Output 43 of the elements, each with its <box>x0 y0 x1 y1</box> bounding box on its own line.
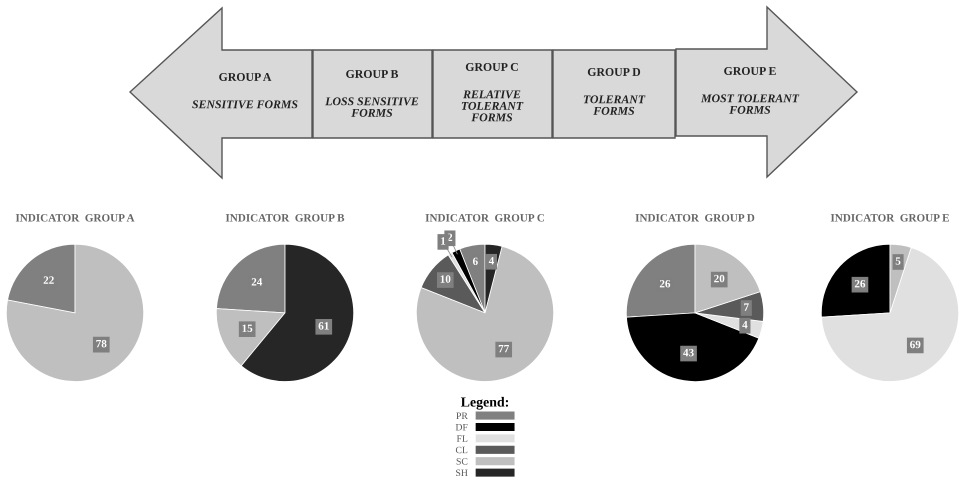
legend-label: PR <box>456 412 468 419</box>
data-label: 77 <box>498 344 509 352</box>
legend-title: Legend: <box>460 396 508 410</box>
data-label: 15 <box>242 324 252 332</box>
chart-title: INDICATOR GROUP E <box>830 214 949 222</box>
legend-label: SH <box>456 470 468 476</box>
chart-title: INDICATOR GROUP B <box>226 214 344 222</box>
text: RELATIVE TOLERANT FORMS <box>462 90 524 122</box>
data-label: 7 <box>744 303 749 311</box>
text: GROUP C <box>466 63 518 71</box>
legend-label: CL <box>456 446 468 454</box>
chart-title: INDICATOR GROUP D <box>636 214 754 222</box>
pie-slice <box>821 247 960 382</box>
pie-slice <box>416 246 554 382</box>
legend-label: FL <box>456 435 468 442</box>
data-label: 78 <box>96 340 106 348</box>
text: LOSS SENSITIVE FORMS <box>325 97 418 117</box>
data-label: 20 <box>714 274 724 282</box>
data-label: 22 <box>44 276 54 284</box>
data-label: 26 <box>854 280 866 288</box>
data-label: 24 <box>252 278 262 286</box>
data-label: 4 <box>488 257 494 264</box>
text: GROUP E <box>724 67 776 75</box>
chart-title: INDICATOR GROUP A <box>16 214 134 222</box>
data-label: 61 <box>318 322 329 330</box>
data-label: 5 <box>896 257 900 265</box>
text: MOST TOLERANT FORMS <box>700 94 800 114</box>
data-label: 6 <box>472 258 478 266</box>
data-label: 1 <box>441 237 446 245</box>
text: GROUP D <box>588 68 640 76</box>
data-label: 10 <box>440 275 450 283</box>
text: GROUP A <box>219 73 272 81</box>
data-label: 26 <box>660 280 670 288</box>
data-label: 4 <box>742 321 748 328</box>
data-label: 69 <box>910 340 920 348</box>
text: SENSITIVE FORMS <box>192 100 298 108</box>
legend-label: SC <box>456 458 468 465</box>
pie-slice <box>6 244 144 382</box>
text: GROUP B <box>346 70 398 78</box>
data-label: 43 <box>683 348 694 356</box>
chart-title: INDICATOR GROUP C <box>426 214 544 222</box>
text: TOLERANT FORMS <box>584 95 646 115</box>
legend-label: DF <box>456 424 468 430</box>
